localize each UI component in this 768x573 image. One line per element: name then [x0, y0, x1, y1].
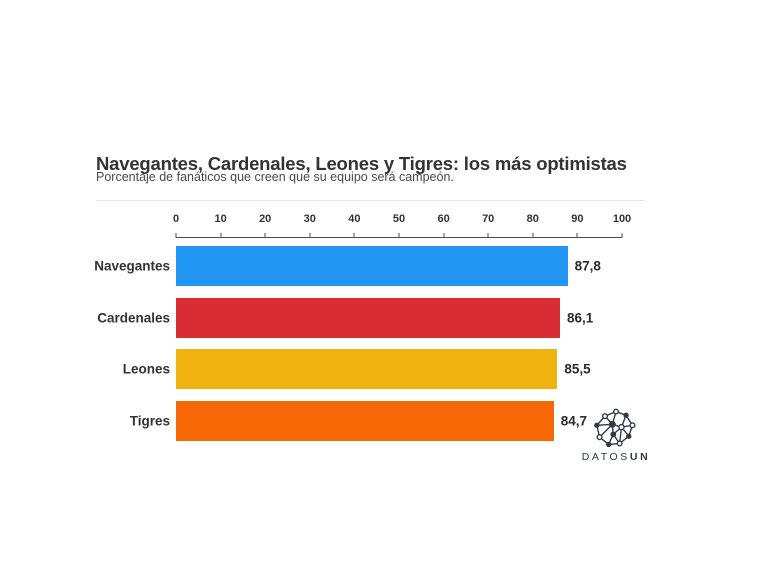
- category-label: Tigres: [129, 413, 170, 428]
- bar-navegantes: [176, 246, 568, 286]
- x-tick-mark: [398, 233, 400, 238]
- x-tick-mark: [621, 233, 623, 238]
- x-tick-mark: [443, 233, 445, 238]
- bar-row: Leones 85,5: [123, 349, 622, 389]
- x-tick-mark: [175, 233, 177, 238]
- brand-text-un: UN: [629, 451, 651, 463]
- x-axis: 0 10 20 30 40 50 60 70 80 90 100: [172, 212, 631, 238]
- x-tick-mark: [487, 233, 489, 238]
- x-tick-label: 80: [526, 213, 539, 225]
- x-tick-label: 10: [214, 213, 227, 225]
- x-tick-label: 30: [303, 213, 316, 225]
- chart-title: Navegantes, Cardenales, Leones y Tigres:…: [96, 153, 627, 175]
- chart-subtitle: Porcentaje de fanáticos que creen que su…: [96, 170, 454, 184]
- x-tick-mark: [532, 233, 534, 238]
- x-tick-mark: [353, 233, 355, 238]
- value-label: 84,7: [560, 413, 588, 428]
- x-tick-label: 20: [259, 213, 272, 225]
- category-label: Navegantes: [94, 258, 170, 274]
- x-tick-mark: [309, 233, 311, 238]
- bar-plot-area: Navegantes 87,8 Cardenales 86,1 Leones 8…: [94, 246, 622, 452]
- value-label: 85,5: [564, 361, 591, 377]
- x-tick-label: 100: [612, 213, 632, 225]
- network-graph-icon: [594, 408, 636, 448]
- brand-wordmark: DATOSUN: [578, 451, 654, 463]
- x-tick-label: 50: [392, 213, 406, 225]
- bar-tigres: [176, 400, 554, 441]
- x-tick-mark: [576, 233, 578, 238]
- x-tick-label: 40: [348, 213, 361, 225]
- bar-cardenales: [176, 297, 560, 338]
- value-label: 86,1: [567, 310, 594, 325]
- bar-leones: [176, 349, 558, 389]
- x-tick-label: 0: [172, 213, 180, 225]
- x-tick-mark: [264, 233, 266, 238]
- brand-text-datos: DATOS: [581, 451, 630, 463]
- bar-row: Tigres 84,7: [130, 400, 622, 441]
- bar-row: Navegantes 87,8: [94, 246, 622, 286]
- bar-row: Cardenales 86,1: [97, 297, 622, 338]
- value-label: 87,8: [574, 258, 601, 274]
- x-tick-label: 70: [482, 213, 495, 225]
- x-tick-label: 60: [437, 213, 450, 225]
- category-label: Cardenales: [97, 310, 170, 325]
- header-divider: [96, 200, 645, 201]
- x-tick-mark: [220, 233, 222, 238]
- brand-logo: DATOSUN: [578, 407, 654, 463]
- category-label: Leones: [122, 361, 170, 377]
- x-tick-label: 90: [571, 213, 584, 225]
